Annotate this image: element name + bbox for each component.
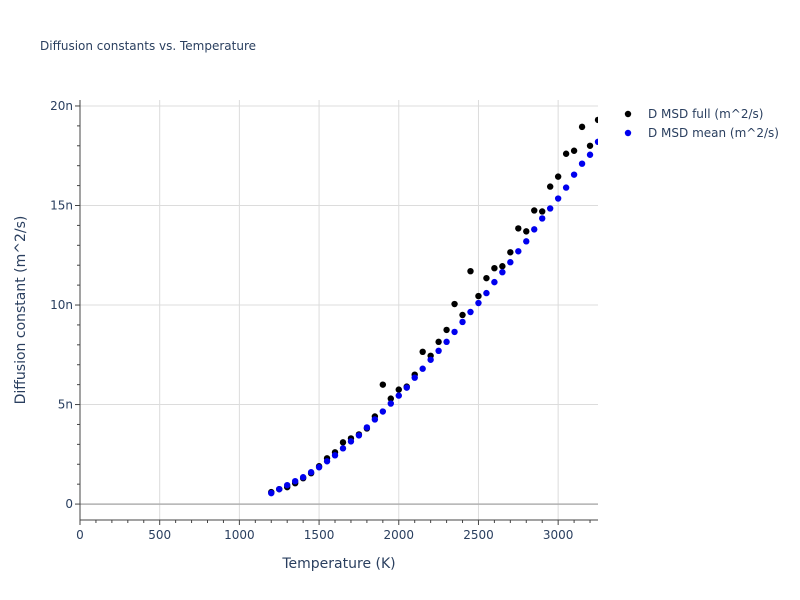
data-point-series-1[interactable] xyxy=(531,207,538,214)
x-tick-label: 1000 xyxy=(224,528,255,542)
data-point-series-2[interactable] xyxy=(307,469,315,476)
legend-marker xyxy=(624,129,632,137)
x-tick-label: 1500 xyxy=(304,528,335,542)
data-point-series-1[interactable] xyxy=(339,439,347,446)
data-point-series-2[interactable] xyxy=(355,432,363,439)
data-point-series-1[interactable] xyxy=(554,173,562,180)
legend[interactable]: D MSD full (m^2/s) D MSD mean (m^2/s) xyxy=(624,107,779,140)
data-point-series-1[interactable] xyxy=(586,142,594,149)
x-tick-label: 500 xyxy=(148,528,171,542)
data-point-series-2[interactable] xyxy=(331,452,339,459)
data-point-series-2[interactable] xyxy=(276,485,283,493)
data-point-series-2[interactable] xyxy=(379,408,387,415)
data-point-series-2[interactable] xyxy=(419,365,426,372)
data-point-series-2[interactable] xyxy=(443,338,450,346)
data-point-series-1[interactable] xyxy=(435,338,442,346)
data-point-series-2[interactable] xyxy=(291,477,299,485)
legend-label: D MSD full (m^2/s) xyxy=(648,107,763,121)
x-tick-label: 2500 xyxy=(463,528,494,542)
grid-layer xyxy=(80,100,598,520)
data-point-series-2[interactable] xyxy=(594,138,601,145)
points-layer xyxy=(268,116,601,497)
data-point-series-2[interactable] xyxy=(586,151,594,158)
x-tick-label: 3000 xyxy=(543,528,574,542)
y-tick-label: 15n xyxy=(50,198,73,212)
data-point-series-1[interactable] xyxy=(483,274,490,282)
axis-layer xyxy=(75,100,598,525)
data-point-series-2[interactable] xyxy=(578,160,586,167)
x-tick-label: 2000 xyxy=(383,528,414,542)
data-point-series-2[interactable] xyxy=(467,308,474,316)
data-point-series-1[interactable] xyxy=(459,311,466,319)
data-point-series-2[interactable] xyxy=(411,374,418,381)
data-point-series-2[interactable] xyxy=(395,392,402,399)
data-point-series-2[interactable] xyxy=(268,489,275,497)
data-point-series-2[interactable] xyxy=(363,424,371,431)
data-point-series-1[interactable] xyxy=(443,326,450,334)
data-point-series-2[interactable] xyxy=(347,438,355,445)
data-point-series-2[interactable] xyxy=(435,347,442,355)
data-point-series-2[interactable] xyxy=(546,205,554,212)
data-point-series-2[interactable] xyxy=(562,184,570,191)
data-point-series-2[interactable] xyxy=(523,238,530,245)
y-axis-title: Diffusion constant (m^2/s) xyxy=(13,216,29,405)
y-tick-label: 10n xyxy=(50,298,73,312)
data-point-series-1[interactable] xyxy=(475,292,482,300)
data-point-series-1[interactable] xyxy=(539,208,546,215)
legend-item-2[interactable]: D MSD mean (m^2/s) xyxy=(624,126,779,140)
data-point-series-1[interactable] xyxy=(507,249,514,256)
data-point-series-1[interactable] xyxy=(499,263,506,270)
legend-label: D MSD mean (m^2/s) xyxy=(648,126,779,140)
x-axis-title: Temperature (K) xyxy=(281,556,395,572)
data-point-series-2[interactable] xyxy=(403,384,410,391)
data-point-series-2[interactable] xyxy=(499,268,506,276)
data-point-series-2[interactable] xyxy=(539,215,546,222)
data-point-series-2[interactable] xyxy=(554,195,562,202)
legend-item-1[interactable]: D MSD full (m^2/s) xyxy=(624,107,764,121)
data-point-series-1[interactable] xyxy=(467,267,474,275)
data-point-series-2[interactable] xyxy=(299,474,307,481)
chart-title: Diffusion constants vs. Temperature xyxy=(40,39,256,53)
y-tick-label: 20n xyxy=(50,99,73,113)
y-tick-label: 5n xyxy=(58,398,73,412)
data-point-series-1[interactable] xyxy=(419,348,426,356)
data-point-series-2[interactable] xyxy=(459,318,466,326)
data-point-series-2[interactable] xyxy=(491,278,498,286)
data-point-series-1[interactable] xyxy=(562,150,570,157)
data-point-series-2[interactable] xyxy=(475,299,482,307)
data-point-series-2[interactable] xyxy=(427,356,434,363)
data-point-series-2[interactable] xyxy=(451,328,458,336)
data-point-series-2[interactable] xyxy=(483,289,490,297)
data-point-series-1[interactable] xyxy=(578,123,586,131)
y-tick-label: 0 xyxy=(65,497,73,511)
data-point-series-2[interactable] xyxy=(515,248,522,255)
data-point-series-1[interactable] xyxy=(570,147,578,154)
data-point-series-1[interactable] xyxy=(451,300,458,308)
data-point-series-1[interactable] xyxy=(387,395,394,402)
data-point-series-1[interactable] xyxy=(395,386,402,393)
data-point-series-2[interactable] xyxy=(371,416,379,423)
data-point-series-1[interactable] xyxy=(523,228,530,235)
x-tick-label: 0 xyxy=(76,528,84,542)
data-point-series-2[interactable] xyxy=(339,445,347,452)
data-point-series-1[interactable] xyxy=(546,183,554,190)
data-point-series-1[interactable] xyxy=(379,381,387,388)
data-point-series-2[interactable] xyxy=(284,481,291,489)
data-point-series-2[interactable] xyxy=(315,464,323,471)
data-point-series-1[interactable] xyxy=(491,264,498,272)
tick-layer: 0 500 1000 1500 2000 2500 3000 0 5n 10n 15n 20n xyxy=(50,99,573,542)
data-point-series-2[interactable] xyxy=(507,259,514,266)
data-point-series-1[interactable] xyxy=(515,225,522,232)
data-point-series-2[interactable] xyxy=(323,458,331,465)
data-point-series-2[interactable] xyxy=(531,226,538,233)
data-point-series-2[interactable] xyxy=(387,400,394,407)
legend-marker xyxy=(624,110,632,118)
data-point-series-2[interactable] xyxy=(570,171,578,178)
data-point-series-1[interactable] xyxy=(594,116,601,124)
